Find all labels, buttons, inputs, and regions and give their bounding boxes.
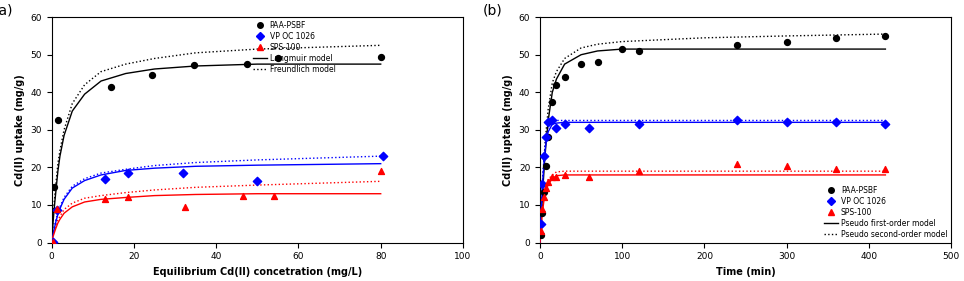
Text: (b): (b)	[482, 4, 502, 18]
Point	[535, 207, 550, 211]
Point	[730, 43, 745, 47]
Point	[175, 171, 191, 175]
Point	[549, 175, 564, 179]
Point	[533, 229, 549, 234]
Point	[270, 55, 285, 60]
Point	[97, 197, 113, 201]
Point	[538, 186, 553, 190]
Point	[373, 54, 388, 59]
Point	[145, 72, 160, 77]
Point	[536, 190, 551, 194]
Point	[590, 60, 605, 64]
Point	[45, 240, 61, 244]
Point	[186, 63, 201, 67]
Point	[541, 120, 556, 124]
Point	[877, 167, 893, 171]
Point	[538, 135, 553, 140]
Point	[97, 176, 113, 181]
Point	[46, 185, 62, 189]
Point	[120, 195, 136, 200]
Point	[779, 163, 794, 168]
Point	[535, 210, 550, 215]
Point	[533, 233, 549, 237]
Point	[779, 39, 794, 44]
Point	[536, 154, 551, 158]
Point	[538, 163, 553, 168]
Point	[557, 173, 573, 177]
Legend: PAA-PSBF, VP OC 1026, SPS-100, Langmuir model, Freundlich model: PAA-PSBF, VP OC 1026, SPS-100, Langmuir …	[253, 21, 335, 74]
Point	[177, 205, 193, 209]
Point	[541, 180, 556, 185]
Point	[250, 178, 265, 183]
Point	[545, 175, 560, 179]
Point	[120, 171, 136, 175]
Point	[235, 193, 251, 198]
Point	[631, 122, 647, 126]
Point	[266, 193, 281, 198]
X-axis label: Time (min): Time (min)	[715, 267, 775, 277]
Point	[614, 47, 629, 51]
Point	[49, 207, 65, 211]
Point	[103, 85, 119, 90]
Point	[536, 195, 551, 200]
Point	[557, 75, 573, 80]
Point	[631, 49, 647, 53]
Point	[50, 118, 66, 123]
Point	[730, 118, 745, 123]
Point	[373, 169, 388, 173]
Point	[239, 62, 254, 66]
Point	[581, 126, 597, 130]
Point	[533, 221, 549, 226]
Point	[828, 120, 844, 124]
Point	[828, 167, 844, 171]
Point	[375, 154, 390, 158]
Legend: PAA-PSBF, VP OC 1026, SPS-100, Pseudo first-order model, Pseudo second-order mod: PAA-PSBF, VP OC 1026, SPS-100, Pseudo fi…	[824, 186, 948, 239]
Text: (a): (a)	[0, 4, 13, 18]
Point	[574, 62, 589, 66]
Point	[828, 36, 844, 40]
Y-axis label: Cd(II) uptake (mg/g): Cd(II) uptake (mg/g)	[503, 74, 513, 186]
Point	[535, 182, 550, 187]
Point	[549, 126, 564, 130]
Point	[45, 240, 61, 244]
Point	[545, 118, 560, 123]
Point	[545, 99, 560, 104]
Point	[779, 120, 794, 124]
Point	[631, 169, 647, 173]
X-axis label: Equilibrium Cd(II) concetration (mg/L): Equilibrium Cd(II) concetration (mg/L)	[152, 267, 362, 277]
Point	[730, 161, 745, 166]
Point	[549, 83, 564, 87]
Point	[877, 34, 893, 38]
Point	[877, 122, 893, 126]
Point	[581, 175, 597, 179]
Y-axis label: Cd(II) uptake (mg/g): Cd(II) uptake (mg/g)	[14, 74, 25, 186]
Point	[49, 208, 65, 212]
Point	[541, 135, 556, 140]
Point	[557, 122, 573, 126]
